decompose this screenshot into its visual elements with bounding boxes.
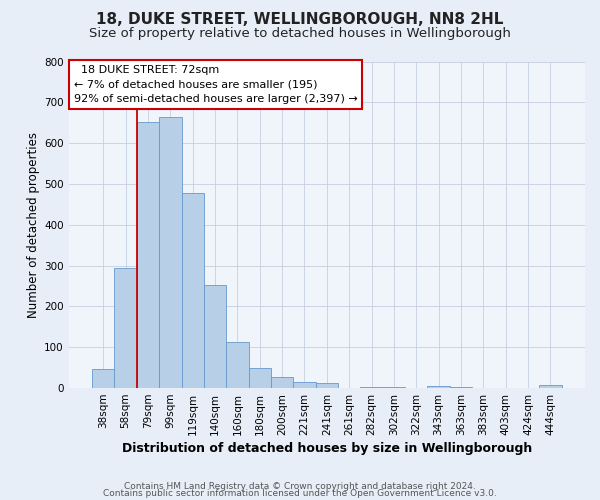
Bar bbox=[226, 342, 248, 388]
Bar bbox=[115, 268, 137, 388]
Bar bbox=[427, 386, 450, 388]
Bar bbox=[248, 368, 271, 388]
X-axis label: Distribution of detached houses by size in Wellingborough: Distribution of detached houses by size … bbox=[122, 442, 532, 455]
Bar bbox=[182, 194, 204, 388]
Bar bbox=[271, 377, 293, 388]
Text: Contains HM Land Registry data © Crown copyright and database right 2024.: Contains HM Land Registry data © Crown c… bbox=[124, 482, 476, 491]
Bar bbox=[159, 116, 182, 388]
Bar bbox=[92, 369, 115, 388]
Bar bbox=[204, 285, 226, 388]
Bar bbox=[539, 385, 562, 388]
Y-axis label: Number of detached properties: Number of detached properties bbox=[27, 132, 40, 318]
Text: Contains public sector information licensed under the Open Government Licence v3: Contains public sector information licen… bbox=[103, 489, 497, 498]
Text: 18, DUKE STREET, WELLINGBOROUGH, NN8 2HL: 18, DUKE STREET, WELLINGBOROUGH, NN8 2HL bbox=[97, 12, 503, 28]
Bar bbox=[137, 122, 159, 388]
Bar bbox=[316, 383, 338, 388]
Text: Size of property relative to detached houses in Wellingborough: Size of property relative to detached ho… bbox=[89, 28, 511, 40]
Bar bbox=[293, 382, 316, 388]
Text: 18 DUKE STREET: 72sqm
← 7% of detached houses are smaller (195)
92% of semi-deta: 18 DUKE STREET: 72sqm ← 7% of detached h… bbox=[74, 65, 358, 104]
Bar bbox=[450, 387, 472, 388]
